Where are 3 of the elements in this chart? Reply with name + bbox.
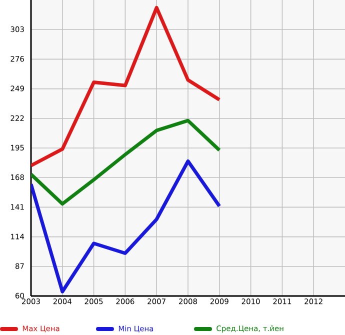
line-series: [31, 118, 222, 206]
line-series: [31, 6, 222, 168]
line-series: [31, 159, 222, 294]
